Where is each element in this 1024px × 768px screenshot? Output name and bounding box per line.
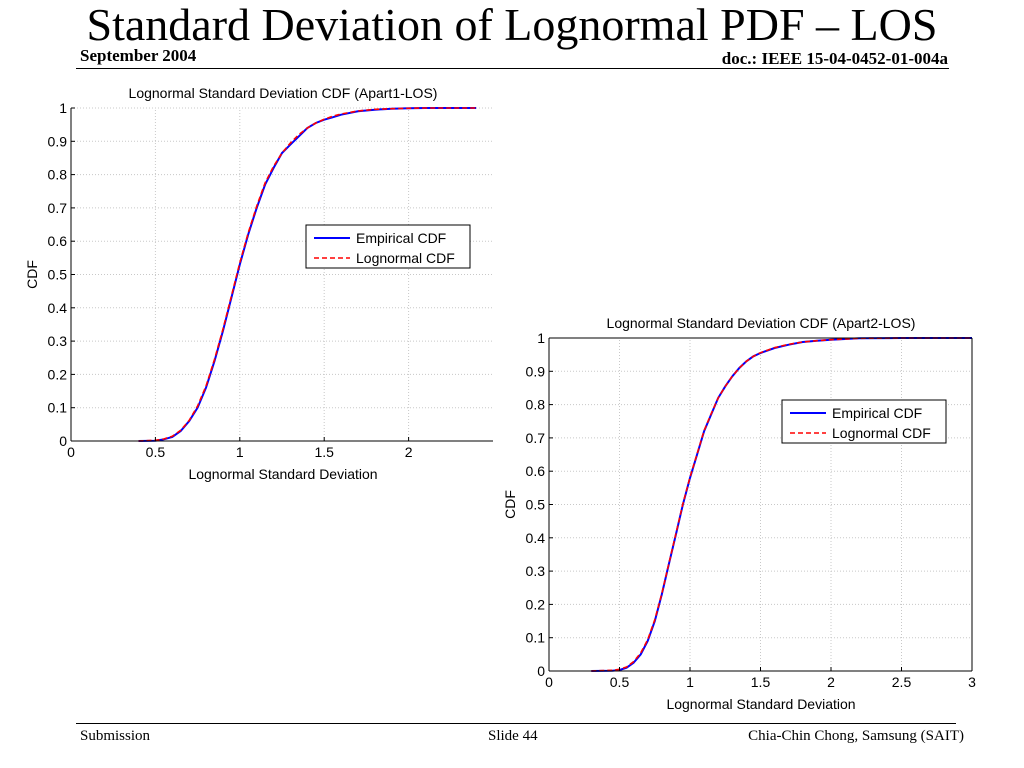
legend-label-lognormal: Lognormal CDF <box>832 425 931 441</box>
x-axis-label: Lognormal Standard Deviation <box>188 466 377 482</box>
chart-title: Lognormal Standard Deviation CDF (Apart2… <box>607 315 916 331</box>
y-tick-label: 0 <box>537 663 545 679</box>
x-tick-label: 1.5 <box>314 444 334 460</box>
y-tick-label: 0.5 <box>48 267 68 283</box>
x-tick-label: 2.5 <box>892 674 912 690</box>
y-axis-label: CDF <box>502 490 518 519</box>
y-axis-label: CDF <box>24 260 40 289</box>
legend-box <box>305 224 471 269</box>
x-tick-label: 1 <box>686 674 694 690</box>
x-tick-label: 0.5 <box>610 674 630 690</box>
header-doc-id: doc.: IEEE 15-04-0452-01-004a <box>721 49 948 68</box>
footer-submission: Submission <box>80 728 151 744</box>
x-axis-label: Lognormal Standard Deviation <box>666 696 855 712</box>
series-line-lognormal-cdf <box>591 337 972 672</box>
chart-title: Lognormal Standard Deviation CDF (Apart1… <box>129 85 438 101</box>
chart-apart2-los: 0 0.5 1 1.5 2 2.5 3 0 0.1 0.2 0.3 0.4 0.5 0.6 0.7 0.8 0.… <box>502 315 976 712</box>
x-tick-label: 0 <box>545 674 553 690</box>
y-tick-label: 0 <box>59 433 67 449</box>
y-tick-label: 1 <box>537 330 545 346</box>
x-tick-label: 0 <box>67 444 75 460</box>
x-tick-label: 2 <box>827 674 835 690</box>
y-tick-label: 0.8 <box>48 167 68 183</box>
header-divider <box>76 68 949 69</box>
header-date: September 2004 <box>80 46 197 65</box>
y-tick-label: 0.3 <box>526 563 546 579</box>
series-line-lognormal-cdf <box>138 107 477 442</box>
y-tick-label: 0.4 <box>526 530 546 546</box>
y-tick-label: 0.1 <box>526 630 546 646</box>
x-tick-label: 3 <box>968 674 976 690</box>
chart-apart1-los: 0 0.5 1 1.5 2 0 0.1 0.2 0.3 0.4 0.5 0.6 0.7 0.8 0.9 1 Lo… <box>24 85 493 482</box>
legend-label-empirical: Empirical CDF <box>832 405 922 421</box>
plot-area <box>549 338 972 671</box>
x-tick-label: 0.5 <box>146 444 166 460</box>
y-tick-label: 0.7 <box>526 430 546 446</box>
legend-label-lognormal: Lognormal CDF <box>356 250 455 266</box>
x-tick-label: 1.5 <box>751 674 771 690</box>
x-tick-label: 1 <box>236 444 244 460</box>
slide-title: Standard Deviation of Lognormal PDF – LO… <box>86 0 938 50</box>
y-tick-label: 0.2 <box>48 366 68 382</box>
legend-box <box>781 399 947 444</box>
y-tick-label: 0.1 <box>48 400 68 416</box>
x-tick-label: 2 <box>405 444 413 460</box>
y-tick-label: 1 <box>59 100 67 116</box>
y-tick-label: 0.2 <box>526 596 546 612</box>
y-tick-label: 0.9 <box>48 133 68 149</box>
footer-divider <box>76 723 956 724</box>
legend-label-empirical: Empirical CDF <box>356 230 446 246</box>
y-tick-label: 0.9 <box>526 363 546 379</box>
y-tick-label: 0.7 <box>48 200 68 216</box>
y-tick-label: 0.8 <box>526 397 546 413</box>
y-tick-label: 0.3 <box>48 333 68 349</box>
y-tick-label: 0.4 <box>48 300 68 316</box>
y-tick-label: 0.6 <box>526 463 546 479</box>
footer-slide-number: Slide 44 <box>488 728 538 744</box>
footer-author: Chia-Chin Chong, Samsung (SAIT) <box>748 728 964 744</box>
y-tick-label: 0.5 <box>526 497 546 513</box>
y-tick-label: 0.6 <box>48 233 68 249</box>
